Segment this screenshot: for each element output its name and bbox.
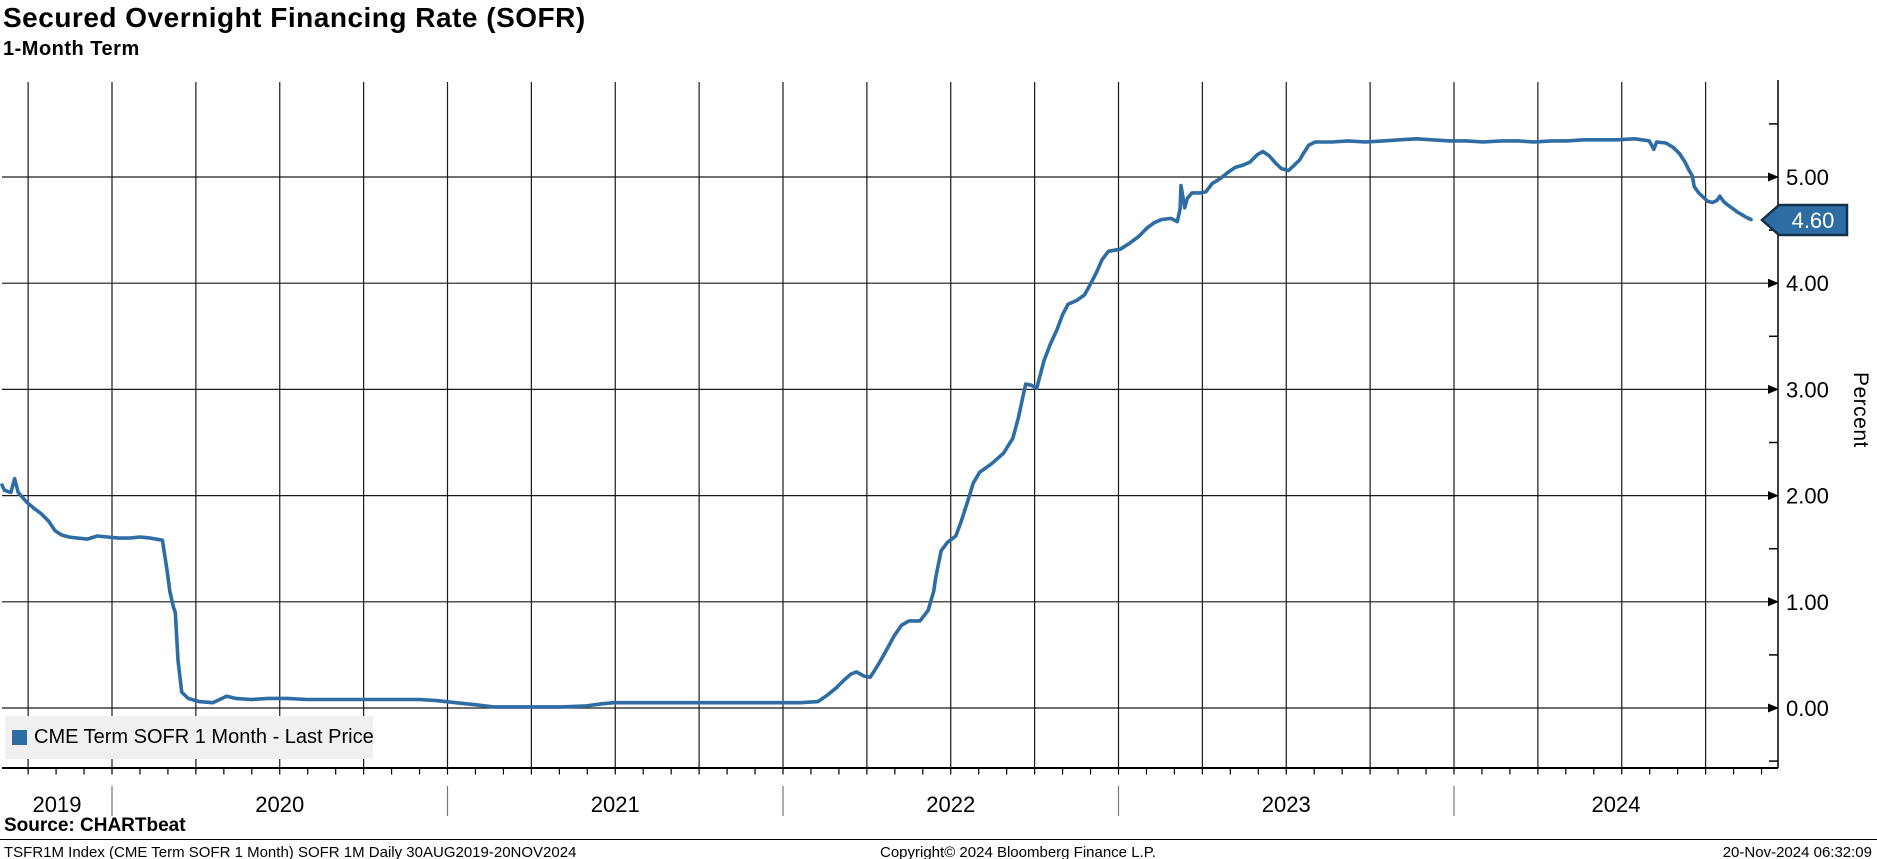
y-tick-label: 5.00 [1786,165,1829,190]
y-tick-arrow-icon [1768,172,1779,182]
x-axis-year-label: 2022 [926,792,975,817]
footer-copyright: Copyright© 2024 Bloomberg Finance L.P. [880,844,1156,859]
y-tick-label: 4.00 [1786,271,1829,296]
legend: CME Term SOFR 1 Month - Last Price [5,716,374,759]
footer-timestamp: 20-Nov-2024 06:32:09 [1722,844,1872,859]
legend-swatch-icon [12,730,27,745]
y-tick-arrow-icon [1768,597,1779,607]
y-tick-arrow-icon [1768,278,1779,288]
x-axis-year-label: 2019 [33,792,82,817]
x-axis-year-label: 2024 [1592,792,1641,817]
y-tick-arrow-icon [1768,384,1779,394]
y-tick-arrow-icon [1768,703,1779,713]
x-axis-year-label: 2023 [1262,792,1311,817]
last-price-badge-shape [1760,203,1849,237]
page-subtitle: 1-Month Term [3,38,140,60]
y-tick-arrow-icon [1768,491,1779,501]
footer-meta: TSFR1M Index (CME Term SOFR 1 Month) SOF… [4,844,577,859]
source-label: Source: CHARTbeat [4,815,186,836]
footer-divider [0,839,1877,840]
y-tick-label: 2.00 [1786,484,1829,509]
page-title: Secured Overnight Financing Rate (SOFR) [3,2,586,33]
series-line [0,137,1753,709]
last-price-badge: 4.60 [1760,203,1849,237]
y-axis-title: Percent [1849,372,1872,448]
y-tick-label: 3.00 [1786,377,1829,402]
legend-label: CME Term SOFR 1 Month - Last Price [34,726,374,748]
last-price-value: 4.60 [1792,208,1835,233]
x-axis-year-label: 2020 [255,792,304,817]
y-tick-label: 1.00 [1786,590,1829,615]
x-axis-year-label: 2021 [591,792,640,817]
y-tick-label: 0.00 [1786,696,1829,721]
